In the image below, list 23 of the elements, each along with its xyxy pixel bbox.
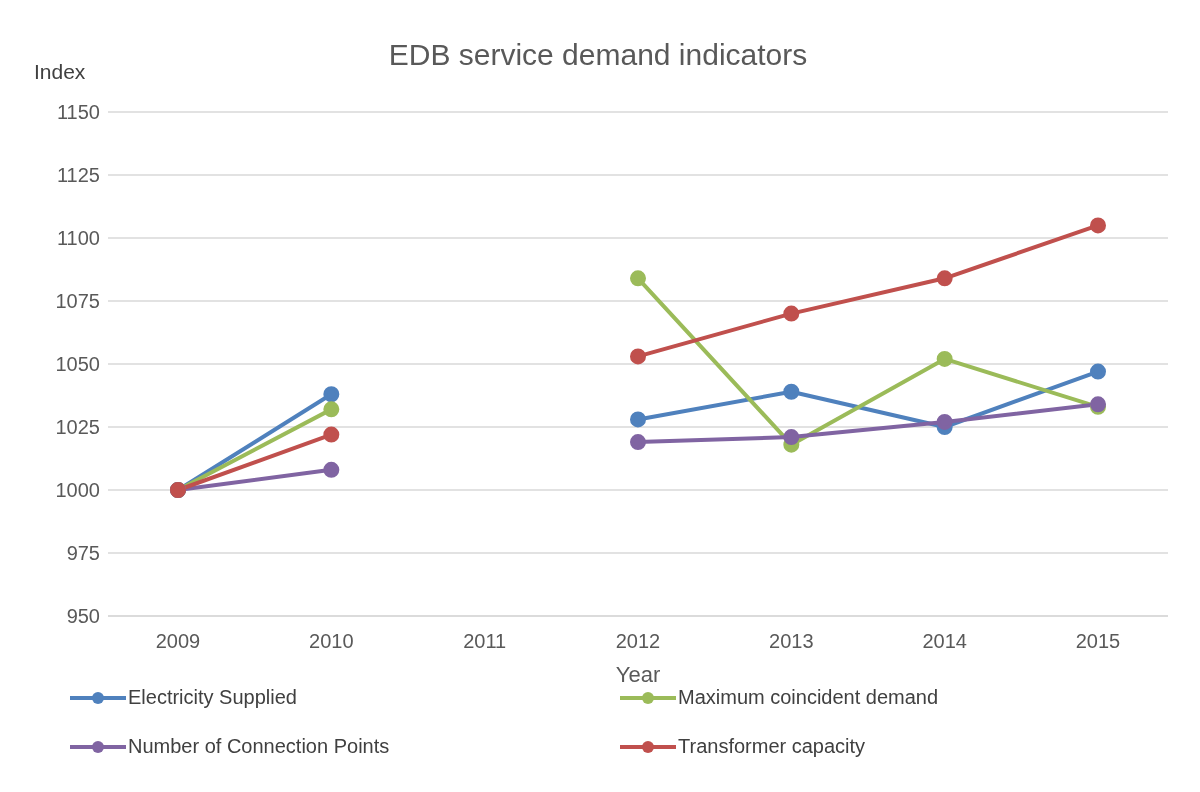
y-tick-label: 1075 xyxy=(55,290,100,313)
x-tick-label: 2013 xyxy=(769,630,814,653)
x-tick-label: 2009 xyxy=(155,630,201,653)
y-tick-label: 1150 xyxy=(56,101,100,124)
x-tick-label: 2014 xyxy=(922,630,967,653)
x-tick-label: 2012 xyxy=(615,630,661,653)
legend-label: Transformer capacity xyxy=(678,735,866,758)
x-axis-title: Year xyxy=(615,662,661,687)
y-tick-label: 975 xyxy=(66,542,100,565)
y-tick-label: 950 xyxy=(66,605,100,628)
y-tick-label: 1050 xyxy=(55,353,100,376)
legend-label: Electricity Supplied xyxy=(128,686,297,709)
legend-label: Number of Connection Points xyxy=(128,735,390,758)
x-tick-label: 2010 xyxy=(309,630,354,653)
x-tick-label: 2011 xyxy=(463,630,507,653)
chart-title: EDB service demand indicators xyxy=(388,38,808,71)
y-tick-label: 1100 xyxy=(56,227,100,250)
y-tick-label: 1000 xyxy=(55,479,100,502)
y-tick-label: 1025 xyxy=(55,416,100,439)
x-tick-label: 2015 xyxy=(1075,630,1121,653)
y-tick-label: 1125 xyxy=(56,164,100,187)
y-axis-title: Index xyxy=(34,60,86,84)
legend-label: Maximum coincident demand xyxy=(678,686,939,709)
